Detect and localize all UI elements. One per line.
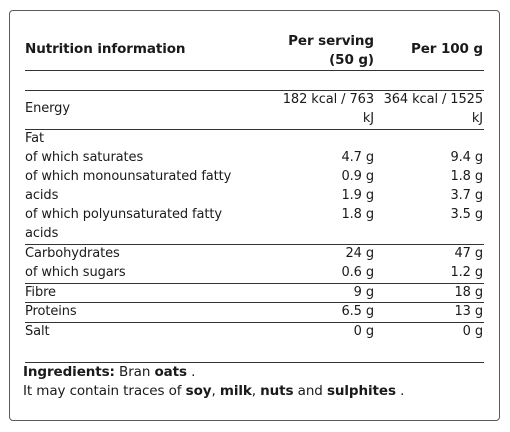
row-label-fat: Fat — [25, 131, 45, 146]
energy-per-100g: 364 kcal / 1525 — [383, 92, 484, 107]
salt-per-100g: 0 g — [462, 324, 483, 339]
fat-value-serving: 1.9 g — [341, 188, 374, 203]
allergen-milk: milk — [219, 383, 252, 399]
polyunsaturated-serving: 1.8 g — [341, 207, 374, 222]
table-title: Nutrition information — [25, 41, 186, 57]
ingredients-text: Bran — [114, 364, 155, 380]
divider — [25, 244, 484, 245]
divider — [25, 362, 484, 363]
ingredients-end: . — [186, 364, 196, 380]
allergen-soy: soy — [185, 383, 212, 399]
divider — [25, 283, 484, 284]
row-label-monounsaturated: of which monounsaturated fatty — [25, 169, 232, 184]
row-label-saturates: of which saturates — [25, 150, 144, 165]
row-label-carbohydrates: Carbohydrates — [25, 246, 120, 261]
allergen-separator: , — [211, 383, 220, 399]
allergen-nuts: nuts — [260, 383, 294, 399]
row-label-fibre: Fibre — [25, 285, 56, 300]
row-label-sugars: of which sugars — [25, 265, 126, 280]
nutrition-card — [9, 10, 500, 421]
energy-serving: 182 kcal / 763 — [282, 92, 374, 107]
row-label-salt: Salt — [25, 324, 50, 339]
header-serving-size: (50 g) — [329, 52, 374, 68]
saturates-serving: 4.7 g — [341, 150, 374, 165]
salt-serving: 0 g — [353, 324, 374, 339]
row-label-monounsaturated-cont: acids — [25, 188, 59, 203]
row-label-polyunsaturated: of which polyunsaturated fatty — [25, 207, 222, 222]
divider — [25, 70, 484, 71]
carbohydrates-serving: 24 g — [345, 246, 374, 261]
allergen-separator: , — [251, 383, 261, 399]
row-label-proteins: Proteins — [25, 304, 77, 319]
ingredients-line: Ingredients: Bran oats . — [23, 363, 195, 382]
sugars-per-100g: 1.2 g — [450, 265, 483, 280]
energy-serving-unit: kJ — [362, 111, 374, 126]
header-per-serving: Per serving — [288, 33, 374, 49]
proteins-per-100g: 13 g — [454, 304, 483, 319]
ingredient-highlight: oats — [154, 364, 187, 380]
fibre-per-100g: 18 g — [454, 285, 483, 300]
divider — [25, 322, 484, 323]
fibre-serving: 9 g — [353, 285, 374, 300]
row-label-polyunsaturated-cont: acids — [25, 226, 59, 241]
fat-value-per-100g: 3.7 g — [450, 188, 483, 203]
divider — [25, 302, 484, 303]
monounsaturated-per-100g: 1.8 g — [450, 169, 483, 184]
allergen-separator: and — [293, 383, 327, 399]
polyunsaturated-per-100g: 3.5 g — [450, 207, 483, 222]
divider — [25, 90, 484, 91]
proteins-serving: 6.5 g — [341, 304, 374, 319]
traces-suffix: . — [395, 383, 405, 399]
divider — [25, 129, 484, 130]
allergen-line: It may contain traces of soy, milk, nuts… — [23, 382, 404, 401]
ingredients-heading: Ingredients: — [23, 364, 115, 380]
energy-per-100g-unit: kJ — [471, 111, 483, 126]
allergen-sulphites: sulphites — [326, 383, 396, 399]
saturates-per-100g: 9.4 g — [450, 150, 483, 165]
sugars-serving: 0.6 g — [341, 265, 374, 280]
carbohydrates-per-100g: 47 g — [454, 246, 483, 261]
traces-prefix: It may contain traces of — [23, 383, 186, 399]
row-label-energy: Energy — [25, 101, 70, 116]
header-per-100g: Per 100 g — [410, 41, 483, 57]
monounsaturated-serving: 0.9 g — [341, 169, 374, 184]
